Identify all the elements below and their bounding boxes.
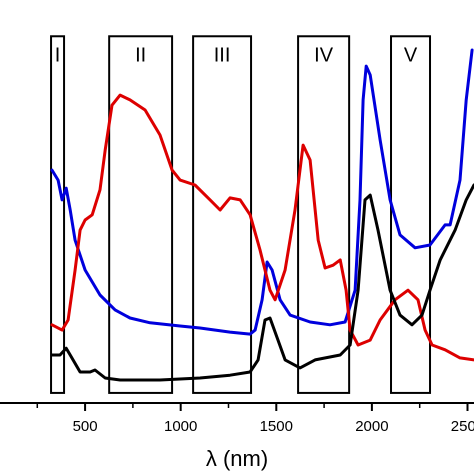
data-line — [50, 48, 474, 336]
region-box — [297, 35, 351, 394]
region-label: IV — [314, 45, 334, 67]
x-tick-label: 2000 — [355, 418, 388, 435]
data-line — [50, 183, 474, 382]
x-tick-label: 2500 — [451, 418, 474, 435]
x-tick-label: 1000 — [164, 418, 197, 435]
region-label: I — [55, 45, 61, 67]
region-box — [108, 35, 174, 394]
x-tick-label: 1500 — [260, 418, 293, 435]
region-box — [390, 35, 432, 394]
x-tick-label: 500 — [73, 418, 98, 435]
data-line — [50, 93, 474, 362]
region-box — [192, 35, 253, 394]
region-label: V — [404, 45, 418, 67]
region-label: III — [214, 45, 231, 67]
region-box — [50, 35, 66, 394]
region-label: II — [135, 45, 146, 67]
x-axis-label: λ (nm) — [206, 446, 268, 471]
